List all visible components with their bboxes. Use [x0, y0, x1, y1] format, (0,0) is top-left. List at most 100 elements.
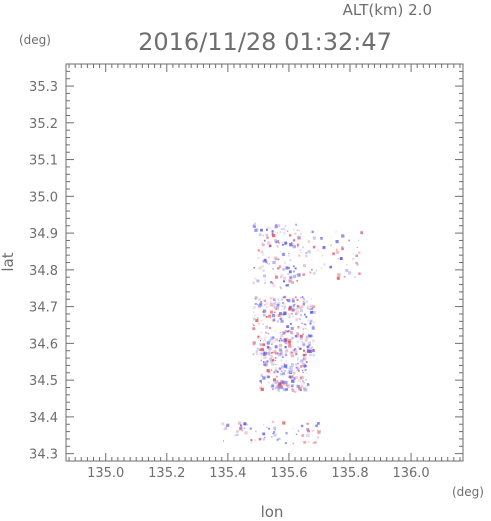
echo-point — [303, 366, 306, 369]
echo-point — [288, 316, 291, 319]
echo-point — [226, 423, 230, 427]
echo-point — [267, 314, 271, 318]
x-tick-label: 136.0 — [392, 466, 429, 481]
echo-point — [302, 298, 305, 300]
echo-point — [300, 424, 304, 428]
echo-point — [263, 235, 264, 236]
echo-point — [285, 367, 288, 369]
echo-point — [253, 344, 255, 346]
echo-point — [258, 437, 262, 441]
echo-point — [265, 325, 269, 329]
echo-point — [284, 442, 287, 445]
x-axis-label: lon — [261, 503, 284, 521]
echo-point — [280, 367, 283, 370]
echo-point — [282, 387, 287, 392]
echo-point — [293, 326, 295, 328]
echo-point — [263, 351, 267, 356]
echo-point — [284, 332, 286, 334]
echo-point — [283, 311, 287, 315]
echo-point — [271, 296, 274, 300]
echo-point — [290, 363, 294, 367]
echo-point — [279, 317, 283, 321]
echo-point — [300, 251, 302, 253]
echo-point — [304, 323, 307, 326]
echo-point — [289, 242, 293, 247]
echo-point — [254, 314, 256, 316]
echo-point — [277, 224, 281, 228]
echo-point — [314, 441, 317, 444]
echo-point — [265, 331, 268, 334]
echo-point — [283, 369, 286, 372]
echo-point — [272, 304, 275, 308]
echo-point — [289, 366, 293, 370]
echo-point — [280, 298, 283, 301]
echo-point — [291, 337, 294, 340]
echo-point — [294, 232, 297, 235]
echo-point — [292, 297, 294, 300]
echo-point — [274, 352, 278, 355]
echo-point — [287, 338, 292, 343]
echo-point — [288, 267, 290, 269]
echo-point — [311, 308, 314, 310]
echo-point — [262, 311, 264, 313]
echo-point — [278, 343, 282, 346]
echo-point — [286, 284, 290, 287]
echo-point — [278, 265, 282, 268]
echo-point — [311, 326, 315, 330]
echo-point — [297, 305, 300, 309]
echo-point — [244, 431, 248, 435]
echo-point — [292, 270, 295, 273]
echo-point — [306, 345, 310, 349]
echo-point — [302, 300, 305, 303]
y-tick-label: 35.1 — [29, 154, 58, 169]
echo-point — [259, 302, 263, 305]
echo-point — [279, 344, 283, 348]
echo-point — [272, 260, 276, 265]
echo-point — [270, 233, 273, 236]
echo-point — [267, 332, 270, 335]
y-tick-label: 34.3 — [29, 448, 58, 463]
echo-point — [288, 234, 292, 237]
echo-point — [295, 310, 300, 314]
echo-point — [285, 388, 288, 391]
echo-point — [303, 323, 306, 326]
echo-point — [298, 379, 301, 382]
echo-point — [274, 311, 276, 313]
echo-point — [239, 426, 243, 430]
echo-point — [277, 353, 282, 357]
echo-point — [289, 305, 292, 309]
echo-point — [282, 243, 284, 246]
echo-point — [291, 351, 293, 354]
x-tick-label: 135.6 — [270, 466, 307, 481]
echo-point — [294, 350, 298, 354]
echo-point — [274, 357, 277, 359]
echo-point — [302, 386, 305, 389]
echo-point — [266, 426, 268, 429]
echo-point — [292, 304, 296, 307]
echo-point — [317, 422, 320, 425]
echo-point — [270, 336, 274, 340]
echo-point — [304, 351, 306, 353]
echo-point — [291, 308, 295, 312]
echo-point — [297, 236, 299, 238]
echo-point — [300, 305, 304, 308]
echo-point — [259, 380, 262, 383]
echo-point — [301, 296, 304, 298]
echo-point — [312, 245, 316, 249]
echo-point — [282, 268, 285, 271]
echo-point — [241, 430, 244, 432]
echo-point — [273, 305, 277, 309]
echo-point — [260, 347, 264, 352]
echo-point — [253, 317, 256, 321]
echo-point — [283, 363, 285, 365]
echo-point — [280, 273, 284, 277]
echo-point — [277, 267, 280, 270]
echo-point — [278, 437, 281, 440]
y-tick-label: 34.8 — [29, 264, 58, 279]
echo-point — [274, 359, 276, 362]
echo-point — [300, 365, 303, 368]
echo-point — [309, 334, 312, 338]
echo-point — [283, 261, 286, 264]
echo-point — [272, 233, 276, 238]
echo-point — [360, 231, 364, 235]
